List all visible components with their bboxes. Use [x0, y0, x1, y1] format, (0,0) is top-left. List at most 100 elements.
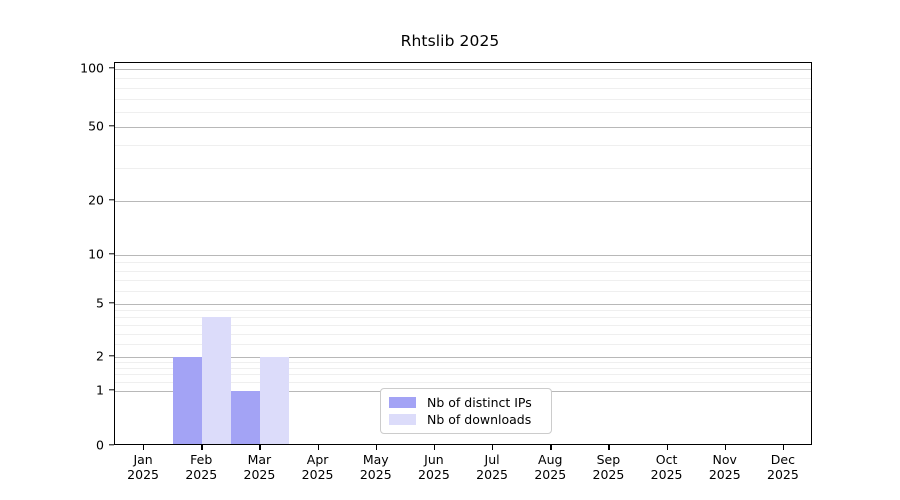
- x-tick-mark: [492, 445, 494, 450]
- chart-title: Rhtslib 2025: [400, 32, 500, 50]
- x-tick-year: 2025: [708, 467, 741, 482]
- x-tick-mark: [143, 445, 145, 450]
- plot-area: [114, 62, 812, 445]
- x-tick-mark: [724, 445, 727, 450]
- gridline-minor: [115, 362, 811, 364]
- y-tick-mark: [109, 253, 114, 255]
- gridline-minor: [115, 310, 811, 312]
- x-tick-mark: [782, 445, 785, 450]
- y-tick-mark: [109, 199, 114, 201]
- x-tick-label: Nov 2025: [709, 452, 741, 482]
- gridline-major: [115, 69, 811, 70]
- gridline-minor: [115, 316, 811, 318]
- legend-label: Nb of distinct IPs: [427, 395, 532, 410]
- x-tick-month: Apr: [306, 452, 329, 467]
- gridline-minor: [115, 77, 811, 79]
- x-tick-mark: [666, 445, 668, 450]
- x-tick-label: Aug 2025: [534, 452, 566, 482]
- chart-legend: Nb of distinct IPs Nb of downloads: [380, 388, 552, 434]
- x-tick-month: Nov: [712, 452, 737, 467]
- x-tick-month: Jul: [484, 452, 500, 467]
- y-tick-label: 1: [96, 382, 104, 398]
- y-tick-label: 10: [88, 246, 104, 262]
- x-tick-label: Feb 2025: [185, 452, 217, 482]
- x-tick-year: 2025: [767, 467, 799, 482]
- gridline-major: [115, 255, 811, 256]
- x-tick-label: Oct 2025: [651, 452, 683, 482]
- legend-swatch-icon: [389, 397, 416, 408]
- gridline-major: [115, 127, 811, 128]
- bar-feb-distinct-ips: [173, 357, 203, 444]
- y-tick-label: 2: [96, 348, 104, 364]
- y-tick-label: 0: [96, 437, 104, 453]
- gridline-minor: [115, 145, 811, 147]
- gridline-minor: [115, 382, 811, 384]
- x-tick-label: Dec 2025: [767, 452, 799, 482]
- x-tick-label: Mar 2025: [244, 452, 276, 482]
- gridline-minor: [115, 324, 811, 326]
- x-tick-year: 2025: [243, 467, 276, 482]
- x-tick-month: Dec: [770, 452, 795, 467]
- x-tick-month: May: [362, 452, 389, 467]
- x-tick-mark: [433, 445, 436, 450]
- legend-swatch-icon: [389, 414, 416, 425]
- y-tick-mark: [109, 125, 114, 127]
- x-tick-mark: [550, 445, 552, 450]
- gridline-minor: [115, 344, 811, 346]
- y-tick-label: 100: [80, 60, 104, 76]
- gridline-minor: [115, 291, 811, 293]
- x-tick-year: 2025: [418, 467, 450, 482]
- y-tick-mark: [109, 67, 114, 69]
- x-tick-year: 2025: [301, 467, 334, 482]
- bar-feb-downloads: [202, 316, 232, 444]
- x-tick-label: Jul 2025: [476, 452, 508, 482]
- x-tick-label: Jan 2025: [127, 452, 159, 482]
- gridline-minor: [115, 333, 811, 335]
- gridline-minor: [115, 87, 811, 89]
- legend-item[interactable]: Nb of distinct IPs: [389, 394, 543, 411]
- x-tick-year: 2025: [534, 467, 567, 482]
- x-tick-month: Jan: [133, 452, 153, 467]
- x-tick-label: May 2025: [360, 452, 392, 482]
- y-tick-label: 50: [88, 118, 104, 134]
- gridline-minor: [115, 168, 811, 170]
- x-tick-mark: [375, 445, 378, 450]
- x-tick-label: Jun 2025: [418, 452, 450, 482]
- x-tick-year: 2025: [185, 467, 218, 482]
- x-tick-mark: [608, 445, 610, 450]
- gridline-major: [115, 304, 811, 305]
- x-tick-year: 2025: [359, 467, 392, 482]
- y-tick-mark: [109, 302, 114, 304]
- x-tick-mark: [317, 445, 319, 450]
- x-tick-year: 2025: [127, 467, 159, 482]
- x-tick-month: Oct: [655, 452, 678, 467]
- y-tick-mark: [109, 389, 114, 391]
- bar-mar-distinct-ips: [231, 391, 261, 444]
- gridline-minor: [115, 111, 811, 113]
- gridline-minor: [115, 270, 811, 272]
- gridline-minor: [115, 374, 811, 376]
- x-tick-month: Aug: [538, 452, 563, 467]
- x-tick-label: Sep 2025: [593, 452, 625, 482]
- x-tick-mark: [201, 445, 203, 450]
- x-tick-year: 2025: [650, 467, 683, 482]
- legend-label: Nb of downloads: [427, 412, 532, 427]
- y-tick-mark: [109, 355, 114, 357]
- x-tick-year: 2025: [476, 467, 508, 482]
- x-tick-label: Apr 2025: [302, 452, 334, 482]
- y-tick-label: 20: [88, 192, 104, 208]
- bar-mar-downloads: [260, 357, 290, 444]
- gridline-major: [115, 201, 811, 202]
- gridline-minor: [115, 280, 811, 282]
- x-tick-month: Mar: [247, 452, 272, 467]
- gridline-minor: [115, 367, 811, 369]
- x-tick-month: Sep: [596, 452, 621, 467]
- x-tick-mark: [259, 445, 261, 450]
- gridline-minor: [115, 98, 811, 100]
- x-tick-year: 2025: [592, 467, 625, 482]
- legend-item[interactable]: Nb of downloads: [389, 411, 543, 428]
- x-tick-month: Feb: [190, 452, 213, 467]
- gridline-minor: [115, 262, 811, 264]
- y-tick-mark: [109, 444, 114, 446]
